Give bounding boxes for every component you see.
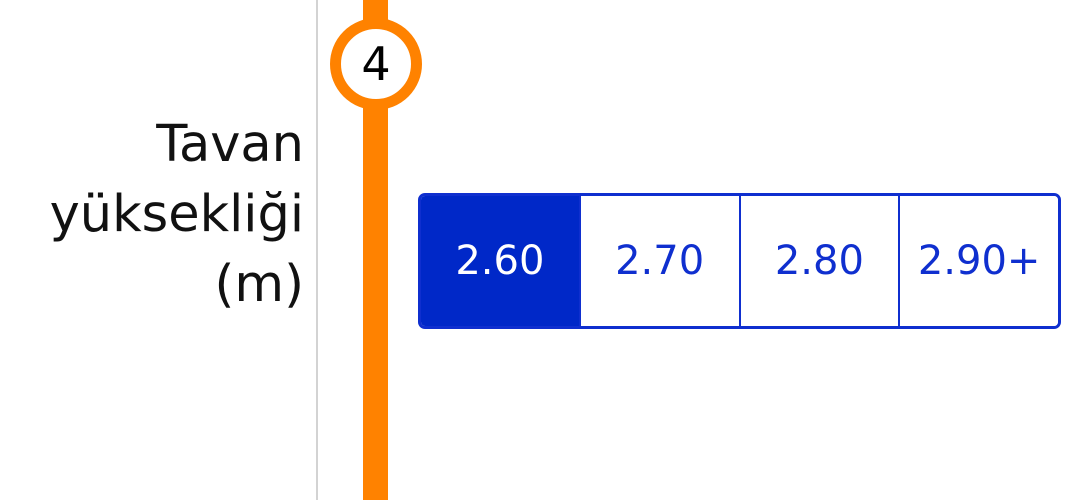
column-divider [316,0,318,500]
ceiling-height-option-2-90-plus[interactable]: 2.90+ [898,196,1058,326]
step-number-badge: 4 [330,18,422,110]
ceiling-height-option-2-60[interactable]: 2.60 [421,196,579,326]
ceiling-height-selector: 2.60 2.70 2.80 2.90+ [418,193,1061,329]
ceiling-height-label: Tavan yüksekliği (m) [20,110,304,320]
ceiling-height-option-2-80[interactable]: 2.80 [738,196,899,326]
label-line-1: Tavan [156,115,304,174]
step-number: 4 [361,37,391,91]
label-line-2: yüksekliği [49,185,304,244]
ceiling-height-option-2-70[interactable]: 2.70 [578,196,739,326]
label-line-3: (m) [214,255,304,314]
